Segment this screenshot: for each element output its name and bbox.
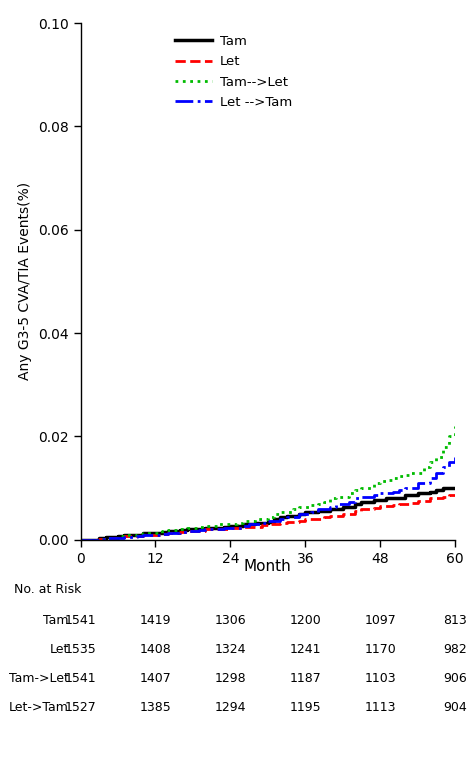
Text: 1541: 1541 [65,614,96,627]
Text: 1200: 1200 [290,614,321,627]
Text: 1527: 1527 [65,702,96,714]
Text: 906: 906 [443,672,467,685]
Text: 1306: 1306 [215,614,246,627]
Text: 1170: 1170 [365,643,396,655]
Text: Tam: Tam [43,614,69,627]
Text: 1419: 1419 [140,614,171,627]
Text: 982: 982 [443,643,467,655]
Text: 1408: 1408 [140,643,171,655]
Text: 1541: 1541 [65,672,96,685]
Text: Let: Let [49,643,69,655]
Legend: Tam, Let, Tam-->Let, Let -->Tam: Tam, Let, Tam-->Let, Let -->Tam [170,30,297,114]
Text: 1113: 1113 [365,702,396,714]
Text: 1294: 1294 [215,702,246,714]
Text: 1535: 1535 [65,643,96,655]
Text: 1103: 1103 [365,672,396,685]
Text: 1407: 1407 [140,672,171,685]
Text: 1324: 1324 [215,643,246,655]
Text: Month: Month [244,559,292,574]
Text: 1097: 1097 [365,614,396,627]
Text: Tam->Let: Tam->Let [9,672,69,685]
Text: 1187: 1187 [290,672,321,685]
Text: No. at Risk: No. at Risk [14,584,82,596]
Text: 904: 904 [443,702,467,714]
Text: 1298: 1298 [215,672,246,685]
Text: Let->Tam: Let->Tam [9,702,69,714]
Text: 1241: 1241 [290,643,321,655]
Text: 1385: 1385 [140,702,171,714]
Text: 1195: 1195 [290,702,321,714]
Y-axis label: Any G3-5 CVA/TIA Events(%): Any G3-5 CVA/TIA Events(%) [18,183,32,380]
Text: 813: 813 [443,614,467,627]
